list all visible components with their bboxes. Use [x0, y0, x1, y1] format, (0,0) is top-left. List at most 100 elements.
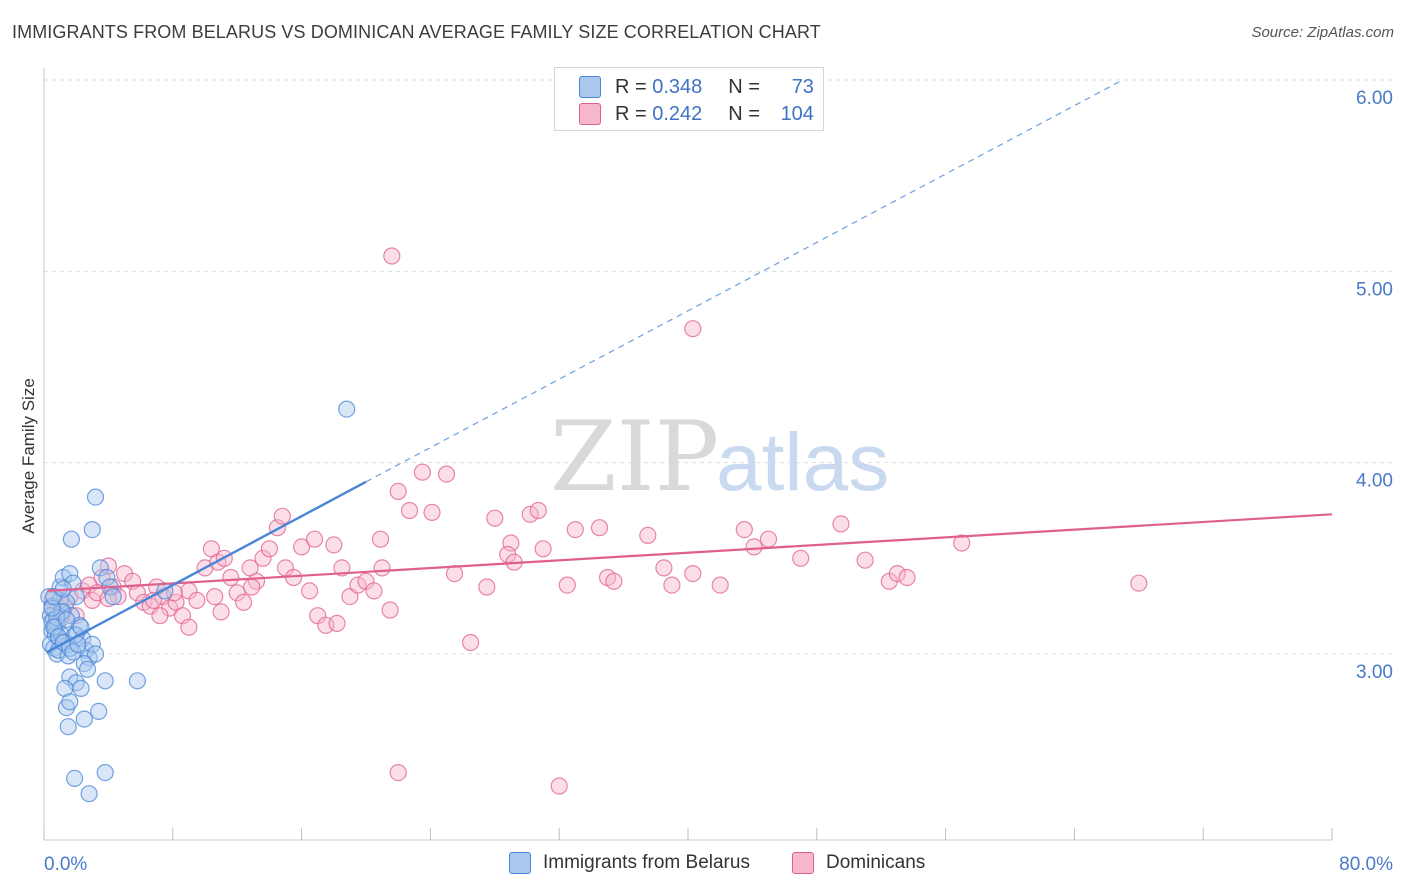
- scatter-point: [381, 601, 399, 619]
- scatter-point: [684, 564, 702, 583]
- scatter-point: [373, 559, 391, 577]
- scatter-point: [338, 400, 356, 418]
- scatter-point: [62, 530, 81, 548]
- scatter-point: [75, 710, 93, 728]
- stats-legend: R = 0.348 N = 73 R = 0.242 N = 104: [554, 67, 824, 131]
- scatter-point: [413, 463, 431, 481]
- y-tick-label: 6.00: [1356, 88, 1393, 109]
- scatter-point: [80, 785, 98, 803]
- scatter-point: [260, 540, 278, 558]
- scatter-point: [57, 610, 76, 629]
- scatter-point: [529, 501, 547, 520]
- trend-line-belarus: [46, 480, 367, 654]
- scatter-point: [243, 578, 261, 596]
- scatter-point: [856, 551, 874, 569]
- x-ticks: [43, 828, 1333, 840]
- scatter-point: [91, 559, 109, 577]
- scatter-point: [898, 568, 916, 587]
- scatter-point: [521, 505, 539, 523]
- chart-title: IMMIGRANTS FROM BELARUS VS DOMINICAN AVE…: [12, 22, 821, 42]
- scatter-point: [735, 520, 753, 539]
- scatter-point: [389, 763, 407, 782]
- scatter-point: [400, 501, 419, 520]
- scatter-point: [212, 603, 230, 621]
- n-label: N =: [728, 75, 760, 98]
- scatter-point: [792, 549, 810, 567]
- scatter-point: [59, 718, 77, 736]
- scatter-point: [98, 568, 116, 587]
- scatter-point: [254, 549, 272, 567]
- scatter-point: [684, 320, 702, 338]
- x-tick-label-max: 80.0%: [1339, 854, 1393, 875]
- scatter-point: [832, 515, 850, 533]
- y-axis-label: Average Family Size: [19, 378, 38, 534]
- trend-line-dominicans: [47, 513, 1333, 592]
- scatter-point: [235, 593, 253, 611]
- scatter-point: [151, 607, 169, 625]
- scatter-point: [222, 568, 240, 587]
- scatter-point: [293, 538, 311, 556]
- n-label: N =: [728, 102, 760, 125]
- n-value: 104: [780, 102, 814, 125]
- dominicans-swatch: [579, 103, 601, 125]
- scatter-point: [1130, 574, 1148, 592]
- legend-swatch-belarus: [509, 852, 531, 874]
- watermark-atlas: atlas: [716, 417, 889, 508]
- trend-lines: [46, 79, 1333, 654]
- scatter-point: [96, 763, 114, 782]
- scatter-point: [486, 509, 504, 527]
- scatter-point: [90, 702, 108, 721]
- legend-label-belarus: Immigrants from Belarus: [543, 852, 750, 873]
- scatter-point: [333, 559, 351, 577]
- series-dominicans-points: [43, 247, 1148, 795]
- source-label: Source: ZipAtlas.com: [1251, 24, 1394, 41]
- legend-swatch-dominicans: [792, 852, 814, 874]
- scatter-point: [65, 769, 84, 788]
- legend-item-belarus: Immigrants from Belarus: [509, 852, 750, 874]
- scatter-point: [61, 693, 79, 711]
- scatter-point: [365, 582, 383, 600]
- scatter-point: [663, 576, 681, 594]
- scatter-point: [64, 574, 82, 592]
- y-tick-label: 4.00: [1356, 471, 1393, 492]
- scatter-point: [45, 618, 63, 636]
- scatter-point: [389, 482, 407, 500]
- scatter-point: [462, 633, 480, 652]
- scatter-point: [83, 635, 101, 654]
- r-label: R =: [615, 75, 647, 98]
- scatter-point: [301, 582, 319, 600]
- y-tick-label: 5.00: [1356, 279, 1393, 300]
- scatter-point: [383, 247, 401, 265]
- y-tick-labels: 3.00 4.00 5.00 6.00: [1356, 88, 1393, 683]
- scatter-point: [72, 679, 90, 698]
- stats-legend-row-dominicans: R = 0.242 N = 104: [579, 101, 814, 127]
- scatter-point: [605, 572, 623, 590]
- scatter-point: [550, 777, 568, 795]
- legend-item-dominicans: Dominicans: [792, 852, 925, 874]
- scatter-point: [478, 578, 496, 596]
- scatter-point: [534, 540, 552, 558]
- watermark-zip: ZIP: [550, 401, 719, 513]
- n-value: 73: [791, 75, 814, 98]
- scatter-point: [558, 576, 576, 594]
- r-label: R =: [615, 102, 647, 125]
- scatter-point: [745, 538, 763, 556]
- scatter-point: [56, 679, 74, 698]
- r-value: 0.348: [652, 75, 703, 98]
- y-tick-label: 3.00: [1356, 662, 1393, 683]
- scatter-point: [655, 559, 673, 577]
- belarus-swatch: [579, 76, 601, 98]
- scatter-point: [711, 576, 729, 594]
- scatter-point: [78, 660, 97, 678]
- series-belarus-points: [40, 400, 356, 803]
- scatter-point: [371, 530, 390, 548]
- scatter-point: [96, 672, 114, 690]
- scatter-point: [305, 530, 324, 548]
- scatter-point: [639, 526, 657, 545]
- scatter-point: [423, 503, 441, 522]
- scatter-point: [228, 584, 246, 602]
- stats-legend-row-belarus: R = 0.348 N = 73: [579, 74, 814, 100]
- scatter-point: [61, 564, 79, 583]
- scatter-point: [888, 564, 906, 583]
